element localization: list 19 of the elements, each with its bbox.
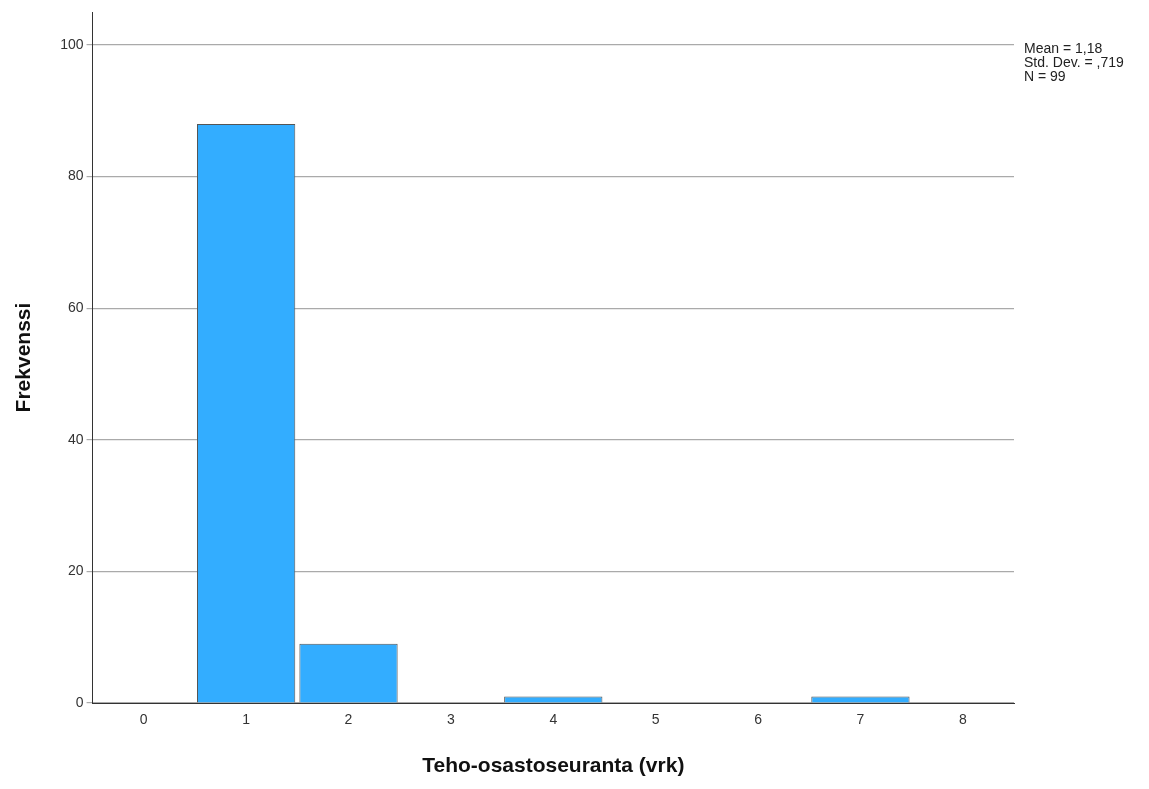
y-tick-label: 0 — [75, 693, 84, 710]
x-tick-label: 7 — [856, 711, 865, 728]
y-tick-label: 80 — [67, 167, 84, 184]
y-axis-title: Frekvenssi — [11, 302, 35, 413]
y-tick-label: 60 — [67, 299, 84, 315]
y-tick-label: 40 — [67, 430, 84, 447]
text: Mean = 1,18 — [1024, 39, 1103, 56]
x-tick-label: 8 — [958, 711, 967, 728]
x-tick-label: 2 — [344, 711, 353, 728]
x-tick-label: 6 — [754, 711, 763, 728]
x-tick-label: 5 — [651, 711, 660, 728]
x-tick-label: 3 — [447, 711, 455, 728]
x-tick-label: 1 — [242, 711, 251, 728]
x-tick-label: 0 — [139, 711, 148, 728]
text: N = 99 — [1024, 67, 1066, 84]
x-axis-title: Teho-osastoseuranta (vrk) — [422, 753, 685, 777]
x-tick-label: 4 — [549, 711, 558, 728]
y-tick-label: 100 — [60, 35, 84, 52]
y-tick-label: 20 — [67, 562, 84, 579]
